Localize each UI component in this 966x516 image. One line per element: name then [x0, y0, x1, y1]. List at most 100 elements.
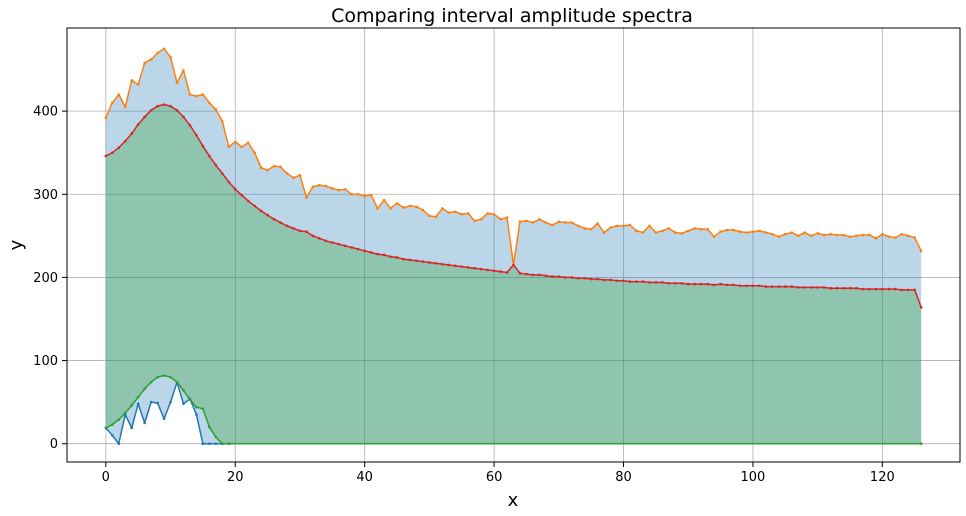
data-point [667, 227, 671, 230]
chart-title: Comparing interval amplitude spectra [331, 5, 693, 27]
data-point [214, 163, 218, 167]
data-point [104, 426, 108, 430]
data-point [602, 278, 606, 282]
data-point [182, 115, 185, 119]
data-point [712, 235, 716, 238]
data-point [868, 287, 871, 291]
data-point [745, 231, 748, 234]
data-point [201, 144, 205, 148]
data-point [738, 230, 742, 233]
data-point [169, 104, 172, 108]
data-point [343, 244, 347, 248]
data-point [195, 405, 198, 409]
data-point [233, 140, 237, 144]
data-point [111, 151, 114, 155]
data-point [680, 281, 684, 285]
data-point [771, 232, 774, 236]
data-point [117, 418, 121, 421]
data-point [641, 280, 645, 283]
data-point [622, 224, 625, 228]
grid [67, 28, 960, 462]
data-point [596, 222, 599, 225]
y-tick-label: 0 [50, 437, 58, 452]
data-point [415, 259, 418, 263]
data-point [661, 229, 664, 233]
data-point [143, 115, 146, 119]
data-point [389, 255, 392, 258]
data-point [777, 235, 781, 238]
data-point [130, 79, 134, 82]
data-point [466, 212, 470, 215]
data-point [195, 413, 198, 416]
data-point [182, 402, 185, 406]
data-point [272, 217, 276, 221]
data-point [149, 380, 153, 384]
data-point [130, 426, 134, 430]
data-point [531, 221, 535, 224]
data-point [919, 249, 923, 253]
data-point [602, 231, 606, 234]
data-point [790, 285, 794, 288]
data-point [266, 213, 269, 217]
data-point [479, 217, 483, 221]
data-point [751, 230, 755, 233]
data-point [551, 223, 554, 227]
data-point [893, 236, 897, 239]
data-point [447, 263, 451, 267]
data-point [505, 216, 509, 219]
data-point [583, 227, 586, 230]
data-point [842, 286, 845, 290]
data-point [758, 284, 761, 288]
data-point [395, 202, 399, 205]
y-tick-label: 300 [33, 188, 58, 203]
data-point [686, 282, 690, 286]
data-point [783, 285, 787, 288]
data-point [447, 211, 451, 214]
data-point [369, 251, 373, 254]
data-point [111, 423, 114, 426]
data-point [732, 283, 735, 287]
data-point [382, 198, 386, 202]
data-point [149, 58, 153, 61]
data-point [900, 232, 904, 236]
data-point [227, 442, 231, 446]
data-point [796, 286, 800, 289]
data-point [732, 228, 735, 232]
data-point [182, 69, 185, 72]
data-point [719, 230, 722, 233]
data-point [777, 285, 781, 288]
data-point [803, 286, 806, 289]
y-tick-label: 200 [33, 271, 58, 286]
data-point [816, 286, 819, 289]
data-point [175, 81, 179, 85]
data-point [311, 185, 315, 189]
data-point [615, 224, 619, 228]
data-point [829, 286, 832, 290]
data-point [162, 374, 166, 377]
data-point [415, 205, 418, 209]
data-point [350, 246, 354, 249]
data-point [479, 267, 483, 271]
data-point [421, 208, 425, 212]
data-point [123, 411, 127, 415]
data-point [790, 231, 794, 234]
data-point [434, 261, 438, 265]
data-point [758, 229, 761, 233]
data-point [104, 154, 108, 158]
data-point [764, 231, 768, 234]
data-point [363, 194, 366, 198]
data-point [919, 306, 923, 309]
data-point [175, 109, 179, 112]
data-point [246, 199, 250, 203]
data-point [318, 183, 321, 187]
y-tick-label: 400 [33, 105, 58, 120]
data-point [699, 227, 703, 231]
data-point [201, 442, 205, 446]
data-point [169, 400, 172, 404]
data-point [111, 101, 114, 105]
data-point [136, 123, 140, 126]
data-point [842, 233, 845, 237]
data-point [693, 227, 696, 230]
data-point [486, 268, 489, 272]
data-point [861, 233, 865, 237]
